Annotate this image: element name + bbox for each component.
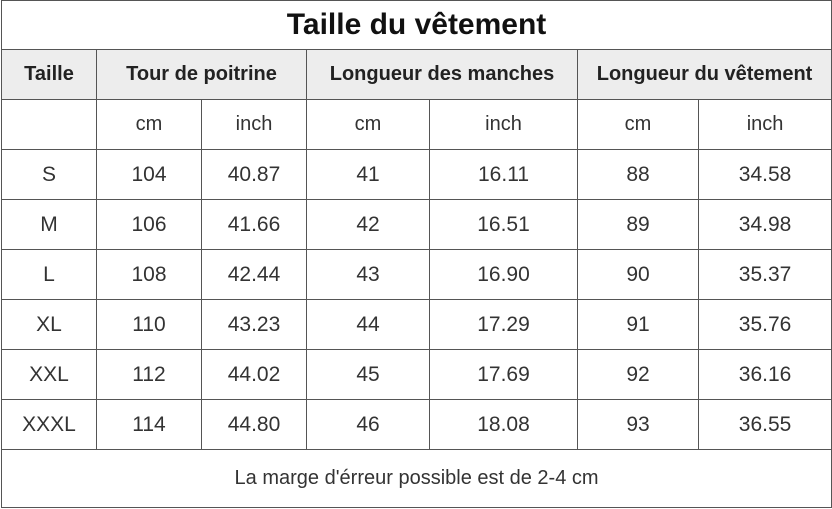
unit-row: cm inch cm inch cm inch [1, 99, 832, 150]
table-cell: 91 [577, 299, 699, 350]
table-cell: 36.16 [697, 349, 832, 400]
table-cell: 106 [96, 199, 202, 250]
table-row: XL 110 43.23 44 17.29 91 35.76 [1, 299, 832, 350]
table-cell: 42 [306, 199, 430, 250]
table-cell: 44 [306, 299, 430, 350]
table-cell: 35.37 [697, 249, 832, 300]
table-cell: 114 [96, 399, 202, 450]
table-cell: 36.55 [697, 399, 832, 450]
table-row: M 106 41.66 42 16.51 89 34.98 [1, 199, 832, 250]
table-cell: 104 [96, 149, 202, 200]
table-row: S 104 40.87 41 16.11 88 34.58 [1, 149, 832, 200]
header-row: Taille Tour de poitrine Longueur des man… [1, 49, 832, 100]
table-cell: 18.08 [429, 399, 578, 450]
table-cell: 43 [306, 249, 430, 300]
unit-cell: inch [201, 99, 307, 150]
table-cell: 34.58 [697, 149, 832, 200]
unit-empty-cell [1, 99, 97, 150]
table-cell: 93 [577, 399, 699, 450]
table-cell: 16.51 [429, 199, 578, 250]
table-cell: 89 [577, 199, 699, 250]
header-chest: Tour de poitrine [96, 49, 307, 100]
table-cell: 41 [306, 149, 430, 200]
table-cell: 44.02 [201, 349, 307, 400]
header-size: Taille [1, 49, 97, 100]
header-sleeve-length: Longueur des manches [306, 49, 578, 100]
size-cell: M [1, 199, 97, 250]
size-cell: XXL [1, 349, 97, 400]
table-row: XXXL 114 44.80 46 18.08 93 36.55 [1, 399, 832, 450]
table-cell: 42.44 [201, 249, 307, 300]
tolerance-note: La marge d'érreur possible est de 2-4 cm [0, 449, 832, 508]
table-cell: 88 [577, 149, 699, 200]
table-cell: 34.98 [697, 199, 832, 250]
table-cell: 16.11 [429, 149, 578, 200]
unit-cell: inch [429, 99, 578, 150]
table-cell: 112 [96, 349, 202, 400]
table-cell: 17.69 [429, 349, 578, 400]
unit-cell: cm [577, 99, 699, 150]
table-cell: 44.80 [201, 399, 307, 450]
table-cell: 43.23 [201, 299, 307, 350]
table-cell: 41.66 [201, 199, 307, 250]
table-cell: 45 [306, 349, 430, 400]
table-cell: 90 [577, 249, 699, 300]
unit-cell: inch [697, 99, 832, 150]
table-cell: 16.90 [429, 249, 578, 300]
size-cell: L [1, 249, 97, 300]
table-cell: 92 [577, 349, 699, 400]
table-row: L 108 42.44 43 16.90 90 35.37 [1, 249, 832, 300]
size-cell: XXXL [1, 399, 97, 450]
table-row: XXL 112 44.02 45 17.69 92 36.16 [1, 349, 832, 400]
unit-cell: cm [96, 99, 202, 150]
size-cell: S [1, 149, 97, 200]
table-title: Taille du vêtement [0, 0, 832, 50]
size-cell: XL [1, 299, 97, 350]
table-cell: 35.76 [697, 299, 832, 350]
unit-cell: cm [306, 99, 430, 150]
table-cell: 108 [96, 249, 202, 300]
header-garment-length: Longueur du vêtement [576, 49, 832, 100]
table-cell: 40.87 [201, 149, 307, 200]
table-cell: 110 [96, 299, 202, 350]
table-cell: 17.29 [429, 299, 578, 350]
table-cell: 46 [306, 399, 430, 450]
